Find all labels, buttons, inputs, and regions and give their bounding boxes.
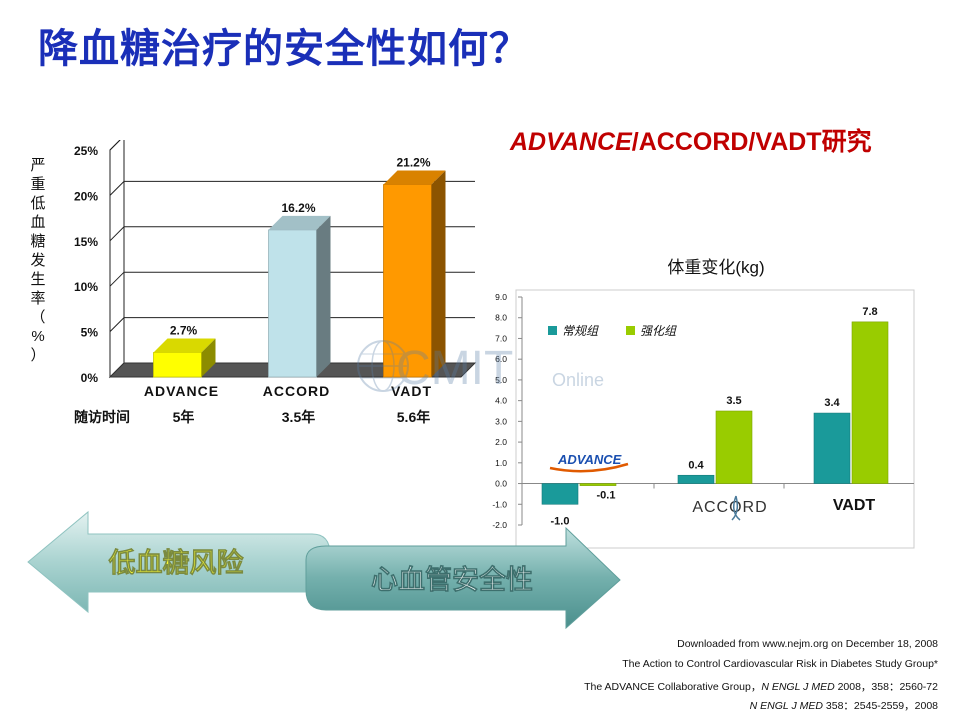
reference-line-3: The ADVANCE Collaborative Group，N ENGL J… <box>584 679 938 694</box>
bar-vadt <box>383 170 446 378</box>
y-tick-label: 5.0 <box>495 375 507 385</box>
bar-side <box>316 215 331 377</box>
risk-safety-arrow: 低血糖风险 心血管安全性 <box>0 500 640 634</box>
y-tick-label: -1.0 <box>492 499 507 509</box>
reference-line-2: The Action to Control Cardiovascular Ris… <box>622 658 938 670</box>
followup-label: 随访时间 <box>74 409 130 425</box>
cv-safety-label: 心血管安全性 <box>371 564 533 595</box>
watermark-sub: Online <box>552 370 604 390</box>
accord-ribbon <box>731 495 741 521</box>
bar-常规组 <box>541 483 579 505</box>
y-tick-label: 8.0 <box>495 313 507 323</box>
y-tick-label: 20% <box>74 189 98 203</box>
ref3-pre: The ADVANCE Collaborative Group， <box>584 681 762 693</box>
bar-常规组 <box>813 412 851 484</box>
gridline <box>109 271 475 287</box>
bar-accord <box>268 215 331 378</box>
cmit-watermark: CMIT Online <box>356 340 616 414</box>
data-label: -0.1 <box>597 490 616 502</box>
gridline <box>109 317 475 332</box>
right-arrow-shape <box>305 526 621 630</box>
data-label: 16.2% <box>281 201 315 215</box>
ref4-journal: N ENGL J MED <box>749 700 823 712</box>
y-tick-label: 5% <box>81 326 99 340</box>
reference-line-4: N ENGL J MED 358：2545-2559，2008 <box>750 698 938 713</box>
legend-label: 常规组 <box>562 324 599 338</box>
chart-title: 体重变化(kg) <box>667 258 764 277</box>
advance-logo: ADVANCE <box>557 452 622 467</box>
data-label: -1.0 <box>551 515 570 527</box>
bar-front <box>268 229 317 378</box>
legend-swatch <box>626 326 635 335</box>
bar-top <box>383 170 446 185</box>
page-title: 降血糖治疗的安全性如何？ <box>38 26 530 72</box>
bar-top <box>153 338 216 353</box>
gridline <box>109 140 121 151</box>
weight-change-chart: 体重变化(kg) -2.0 -1.0 0.0 1.0 2.0 3.0 4.0 5.0 6.0 7.… <box>492 258 915 549</box>
y-tick-label: 0% <box>81 371 99 385</box>
data-label: 21.2% <box>396 156 430 170</box>
y-tick-label: 9.0 <box>495 292 507 302</box>
subtitle-rest: /ACCORD/VADT研究 <box>631 128 872 156</box>
followup-value: 5.6年 <box>397 409 430 425</box>
left-wall <box>109 140 125 379</box>
data-label: 3.5 <box>726 395 741 407</box>
study-subtitle: ADVANCE/ACCORD/VADT研究 <box>510 122 872 158</box>
legend-label: 强化组 <box>640 324 677 338</box>
hypoglycemia-chart: 0% 5% 10% 15% 20% 25% 2.7% 16.2% 21.2% ADVANCE A… <box>30 140 477 425</box>
y-tick-label: 10% <box>74 280 98 294</box>
bar-side <box>431 170 446 377</box>
y-tick-label: 4.0 <box>495 396 507 406</box>
globe-icon <box>357 340 409 392</box>
hypoglycemia-risk-label: 低血糖风险 <box>108 547 245 578</box>
bar-强化组 <box>851 321 889 484</box>
y-tick-label: 3.0 <box>495 416 507 426</box>
legend-swatch <box>548 326 557 335</box>
subtitle-advance: ADVANCE <box>510 128 632 156</box>
y-tick-label: -2.0 <box>492 520 507 530</box>
x-tick-label: VADT <box>391 383 432 399</box>
bar-front <box>383 184 432 378</box>
bar-front <box>153 352 202 378</box>
data-label: 0.4 <box>688 459 704 471</box>
vadt-label: VADT <box>833 497 876 514</box>
y-tick-label: 15% <box>74 235 98 249</box>
bar-top <box>268 215 331 230</box>
advance-swoosh <box>549 462 629 473</box>
x-tick-label: ADVANCE <box>144 383 219 399</box>
gridline <box>109 226 475 242</box>
bar-side <box>201 338 216 377</box>
bar-advance <box>153 338 216 378</box>
y-tick-label: 0.0 <box>495 479 507 489</box>
y-tick-label: 1.0 <box>495 458 507 468</box>
data-label: 3.4 <box>824 397 840 409</box>
y-tick-label: 2.0 <box>495 437 507 447</box>
watermark-main: CMIT <box>396 342 513 395</box>
y-axis-label: 严重低血糖发生率（%） <box>30 157 45 364</box>
gridline <box>109 180 475 196</box>
bar-强化组 <box>579 483 617 486</box>
y-tick-label: 7.0 <box>495 333 507 343</box>
reference-line-1: Downloaded from www.nejm.org on December… <box>677 638 938 650</box>
followup-value: 3.5年 <box>282 409 315 425</box>
y-tick-label: 25% <box>74 144 98 158</box>
data-label: 2.7% <box>170 323 198 337</box>
bar-强化组 <box>715 410 753 484</box>
data-label: 7.8 <box>862 306 877 318</box>
ref3-journal: N ENGL J MED <box>761 681 835 693</box>
ref4-post: 358：2545-2559，2008 <box>822 700 938 712</box>
followup-value: 5年 <box>173 409 195 425</box>
ref3-post: 2008，358：2560-72 <box>834 681 938 693</box>
accord-logo: ACCORD <box>692 499 767 516</box>
bar-常规组 <box>677 474 715 484</box>
y-tick-label: 6.0 <box>495 354 507 364</box>
x-tick-label: ACCORD <box>263 383 330 399</box>
